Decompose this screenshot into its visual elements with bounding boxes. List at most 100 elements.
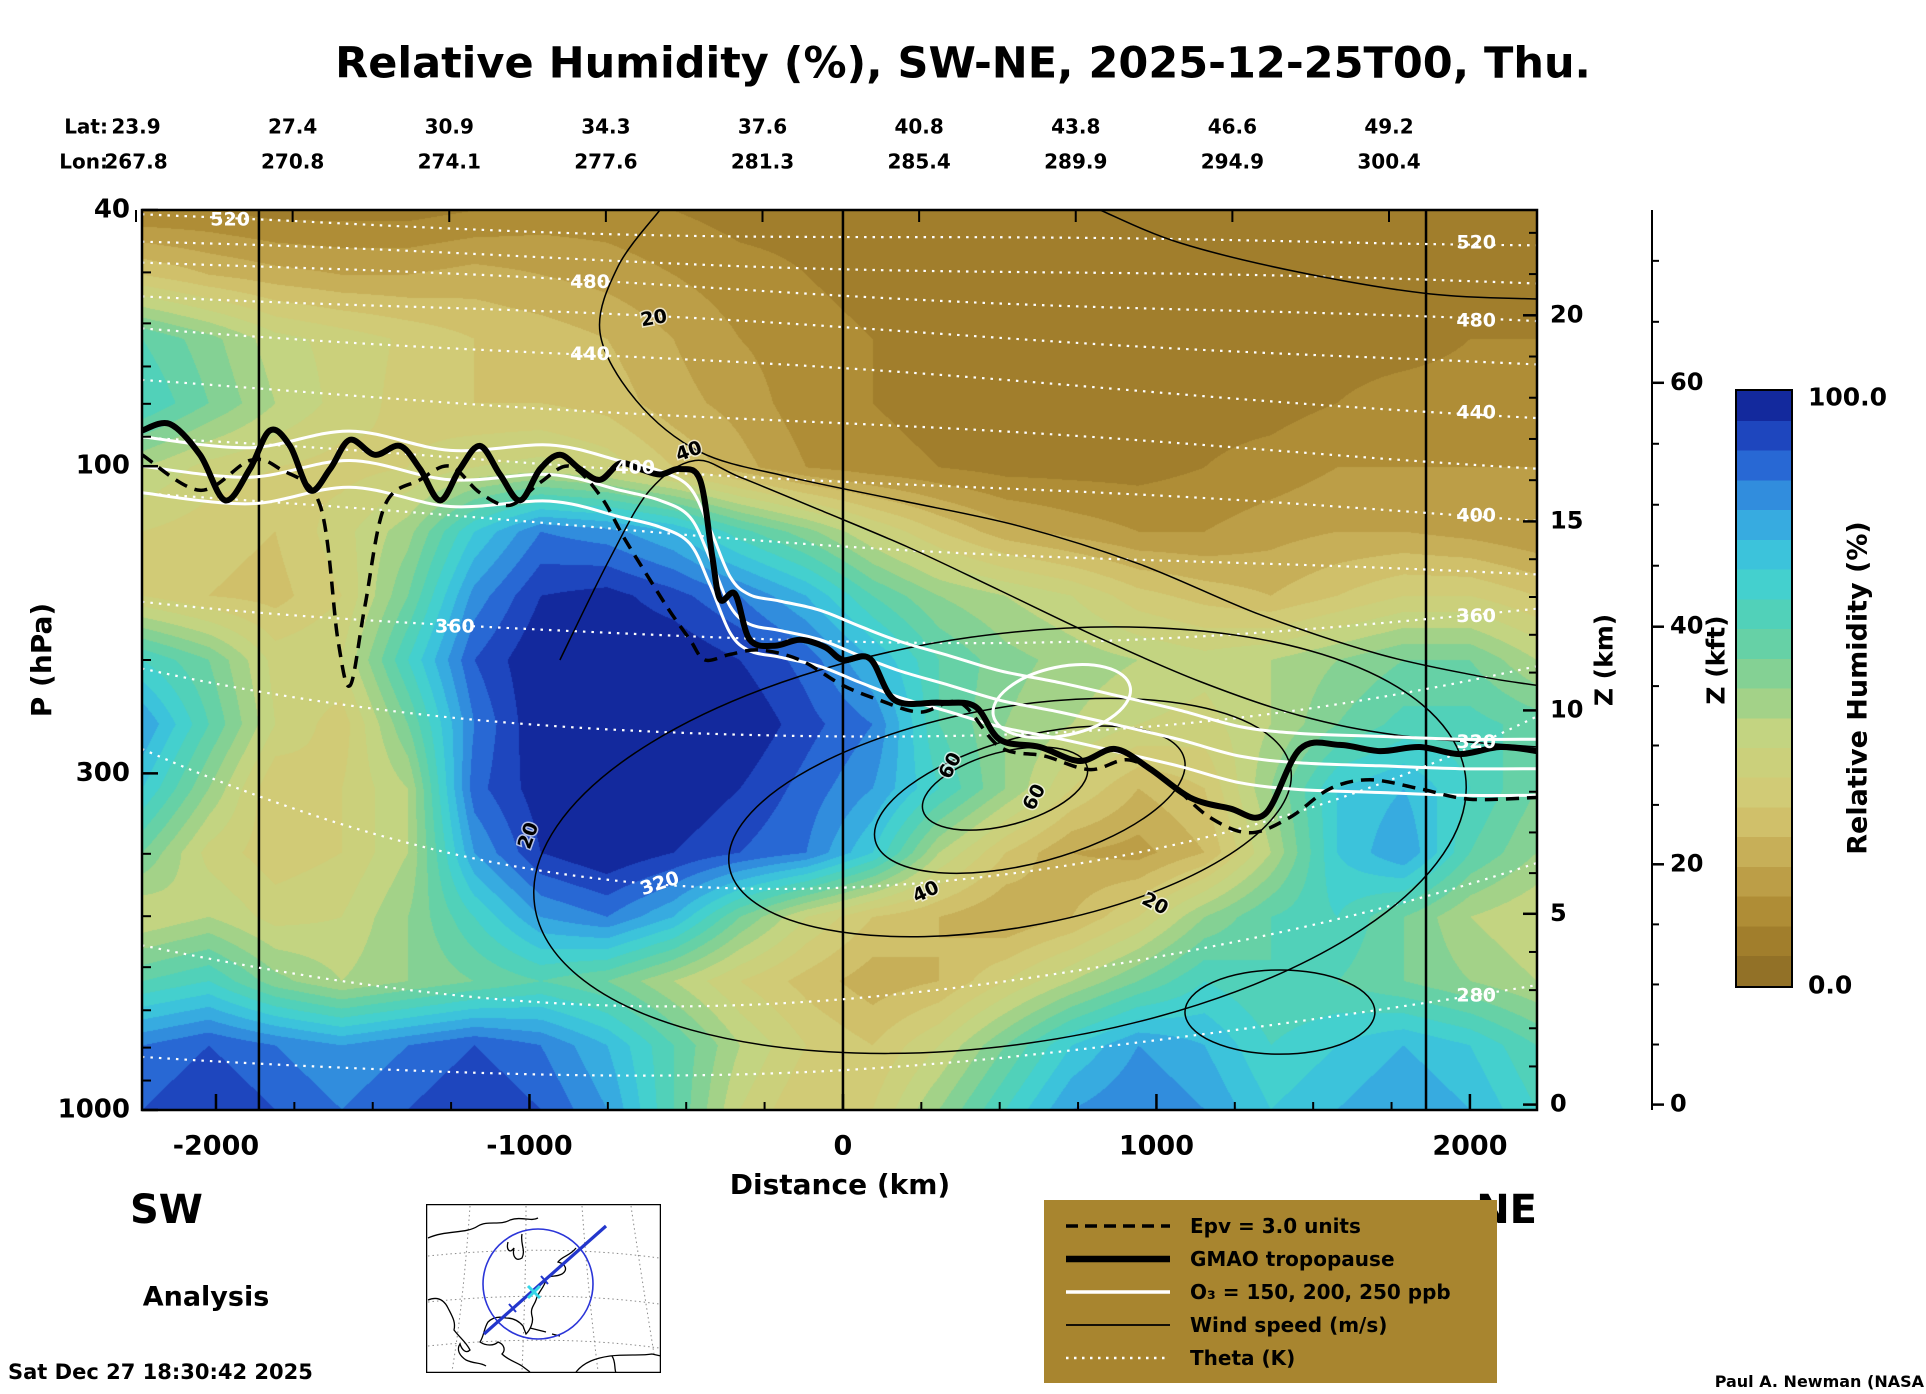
- pressure-axis-title: P (hPa): [25, 602, 58, 718]
- plot-border: [140, 208, 1539, 1112]
- theta-label: 520: [210, 209, 250, 231]
- colorbar-max-label: 100.0: [1808, 382, 1888, 412]
- theta-contour-280: [142, 984, 1537, 1077]
- theta-contour-500: [142, 240, 1537, 285]
- wind-contour-x: [1099, 210, 1537, 300]
- legend-entry-label: Theta (K): [1190, 1345, 1296, 1370]
- theta-label: 360: [1456, 605, 1496, 627]
- page-title: Relative Humidity (%), SW-NE, 2025-12-25…: [335, 38, 1591, 89]
- z-kft-tick-label: 60: [1670, 368, 1703, 396]
- wind-speed-label: 60: [1018, 780, 1050, 814]
- lat-value: 40.8: [894, 115, 943, 139]
- theta-contour-520: [142, 213, 1537, 247]
- wind-contour-20: [598, 210, 1537, 687]
- map-transect-ticks: [508, 1275, 549, 1313]
- wind-contour-closed-20: [533, 626, 1467, 1055]
- legend-entry: O₃ = 150, 200, 250 ppb: [1062, 1275, 1497, 1308]
- legend-line-sample: [1066, 1255, 1170, 1262]
- pressure-tick-label: 40: [94, 195, 130, 225]
- theta-contour-380: [142, 492, 1537, 576]
- lat-value: 46.6: [1208, 115, 1257, 139]
- wind-contour-closed-60: [921, 746, 1089, 831]
- ozone-contour-150: [142, 429, 1537, 741]
- lat-value: 23.9: [111, 115, 160, 139]
- wind-speed-label: 20: [639, 305, 669, 331]
- theta-label: 320: [1456, 731, 1496, 753]
- theta-contour-300: [142, 861, 1537, 1008]
- gmao-tropopause-line: [142, 420, 1537, 821]
- lat-header: Lat:: [64, 115, 108, 139]
- theta-label: 480: [1456, 309, 1496, 331]
- theta-label: 440: [570, 343, 610, 365]
- analysis-label: Analysis: [142, 1281, 270, 1313]
- theta-label: 440: [1456, 402, 1496, 424]
- colorbar: [1735, 389, 1793, 988]
- map-graticule: [427, 1205, 660, 1372]
- lon-value: 294.9: [1201, 150, 1264, 174]
- ozone-contour-250: [142, 485, 1537, 798]
- lon-value: 285.4: [887, 150, 950, 174]
- z-km-tick-label: 20: [1550, 300, 1583, 328]
- map-frame: [426, 1204, 661, 1373]
- legend-entry-label: Epv = 3.0 units: [1190, 1213, 1361, 1238]
- theta-contour-360: [142, 600, 1537, 645]
- wind-contour-closed-60: [873, 725, 1186, 875]
- lat-value: 34.3: [581, 115, 630, 139]
- theta-label: 520: [1456, 231, 1496, 253]
- lat-value: 30.9: [425, 115, 474, 139]
- lat-value: 43.8: [1051, 115, 1100, 139]
- distance-tick-label: 1000: [1119, 1131, 1194, 1162]
- lon-value: 281.3: [731, 150, 794, 174]
- lat-value: 49.2: [1364, 115, 1413, 139]
- distance-tick-label: -1000: [486, 1131, 572, 1162]
- theta-contour-400: [142, 436, 1537, 522]
- wind-contour-closed-40: [728, 697, 1293, 938]
- theta-label: 320: [637, 867, 682, 900]
- wind-speed-label: 20: [514, 819, 544, 851]
- lon-header: Lon:: [59, 150, 108, 174]
- location-map-inset: [426, 1204, 661, 1373]
- legend-line-sample: [1066, 1223, 1170, 1228]
- ozone-contour-200: [142, 458, 1537, 771]
- lon-value: 270.8: [261, 150, 324, 174]
- pressure-tick-label: 300: [76, 758, 130, 788]
- epv-contour: [142, 453, 1537, 835]
- theta-contour-480: [142, 261, 1537, 323]
- z-kft-tick-label: 20: [1670, 849, 1703, 877]
- pressure-tick-label: 1000: [58, 1095, 130, 1125]
- distance-axis-title: Distance (km): [729, 1168, 951, 1201]
- lon-value: 277.6: [574, 150, 637, 174]
- wind-contour-closed-x: [1184, 969, 1376, 1055]
- z-km-tick-label: 0: [1550, 1090, 1567, 1118]
- legend-entry-label: O₃ = 150, 200, 250 ppb: [1190, 1279, 1451, 1304]
- lat-value: 37.6: [738, 115, 787, 139]
- legend-entry: Theta (K): [1062, 1341, 1497, 1374]
- z-km-tick-label: 15: [1550, 506, 1583, 534]
- lat-value: 27.4: [268, 115, 317, 139]
- map-coastlines: [427, 1217, 661, 1373]
- z-km-tick-label: 10: [1550, 695, 1583, 723]
- generation-timestamp: Sat Dec 27 18:30:42 2025: [8, 1360, 313, 1384]
- map-center-marker: [526, 1284, 542, 1300]
- distance-tick-label: 0: [834, 1131, 853, 1162]
- wind-speed-label: 20: [1138, 888, 1172, 920]
- legend-entry: GMAO tropopause: [1062, 1242, 1497, 1275]
- lon-value: 289.9: [1044, 150, 1107, 174]
- legend-line-sample: [1066, 1289, 1170, 1294]
- theta-label: 400: [1456, 505, 1496, 527]
- lon-value: 267.8: [104, 150, 167, 174]
- wind-speed-label: 60: [934, 749, 966, 783]
- z-kft-tick-label: 0: [1670, 1090, 1687, 1118]
- legend-entry: Epv = 3.0 units: [1062, 1209, 1497, 1242]
- theta-label: 360: [435, 616, 475, 638]
- theta-contour-440: [142, 327, 1537, 420]
- theta-label: 480: [570, 271, 610, 293]
- z-km-axis-title: Z (km): [1589, 613, 1619, 707]
- distance-tick-label: 2000: [1432, 1131, 1507, 1162]
- legend-entry-label: Wind speed (m/s): [1190, 1312, 1388, 1337]
- map-range-circle: [482, 1228, 594, 1340]
- theta-contour-340: [142, 665, 1537, 738]
- colorbar-title: Relative Humidity (%): [1842, 521, 1874, 855]
